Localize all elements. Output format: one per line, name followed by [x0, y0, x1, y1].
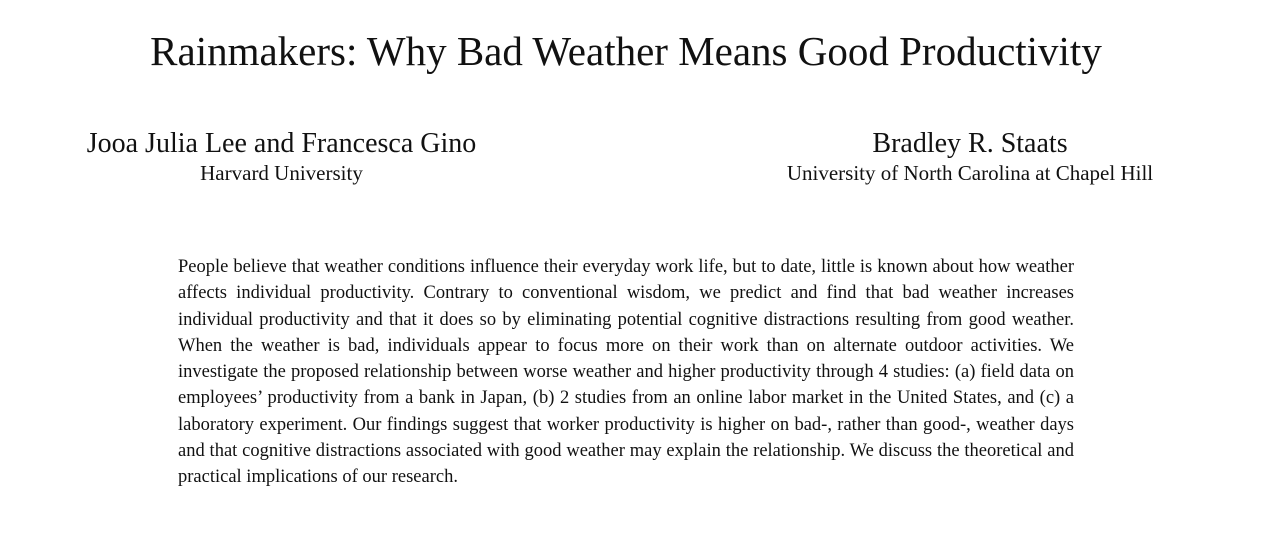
paper-title: Rainmakers: Why Bad Weather Means Good P…: [150, 28, 1102, 74]
abstract-text: People believe that weather conditions i…: [178, 257, 1074, 488]
author-block-right: Bradley R. Staats University of North Ca…: [754, 128, 1186, 186]
author-affiliation: University of North Carolina at Chapel H…: [786, 161, 1154, 185]
author-affiliation: Harvard University: [200, 161, 363, 185]
author-block-left: Jooa Julia Lee and Francesca Gino Harvar…: [71, 128, 492, 186]
author-names: Bradley R. Staats: [872, 128, 1068, 159]
author-names: Jooa Julia Lee and Francesca Gino: [86, 128, 477, 159]
